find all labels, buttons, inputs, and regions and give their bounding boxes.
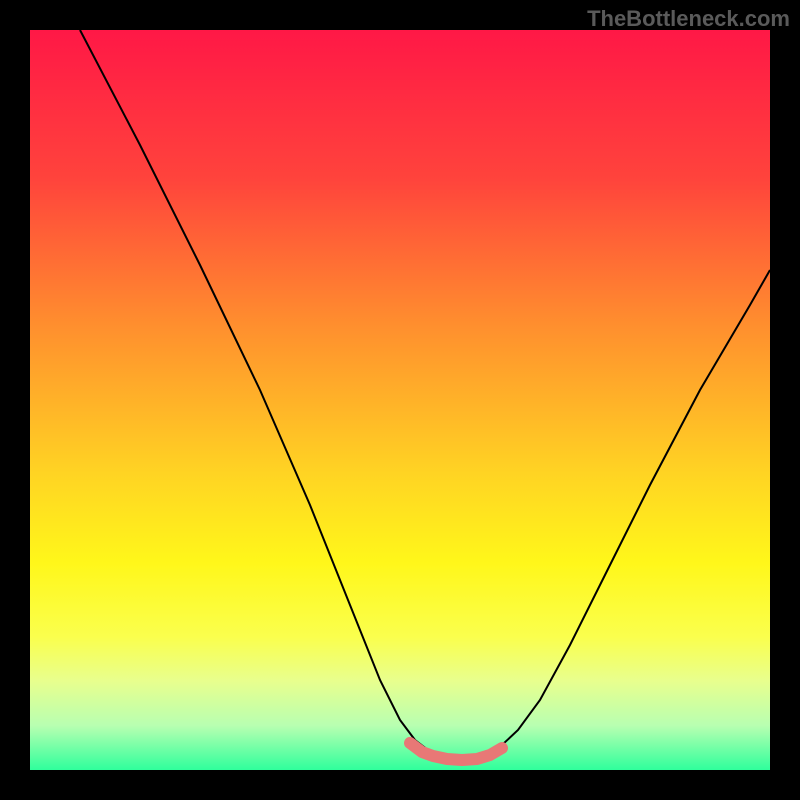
chart-svg xyxy=(30,30,770,770)
watermark-text: TheBottleneck.com xyxy=(587,6,790,32)
bottleneck-chart xyxy=(30,30,770,770)
chart-background xyxy=(30,30,770,770)
